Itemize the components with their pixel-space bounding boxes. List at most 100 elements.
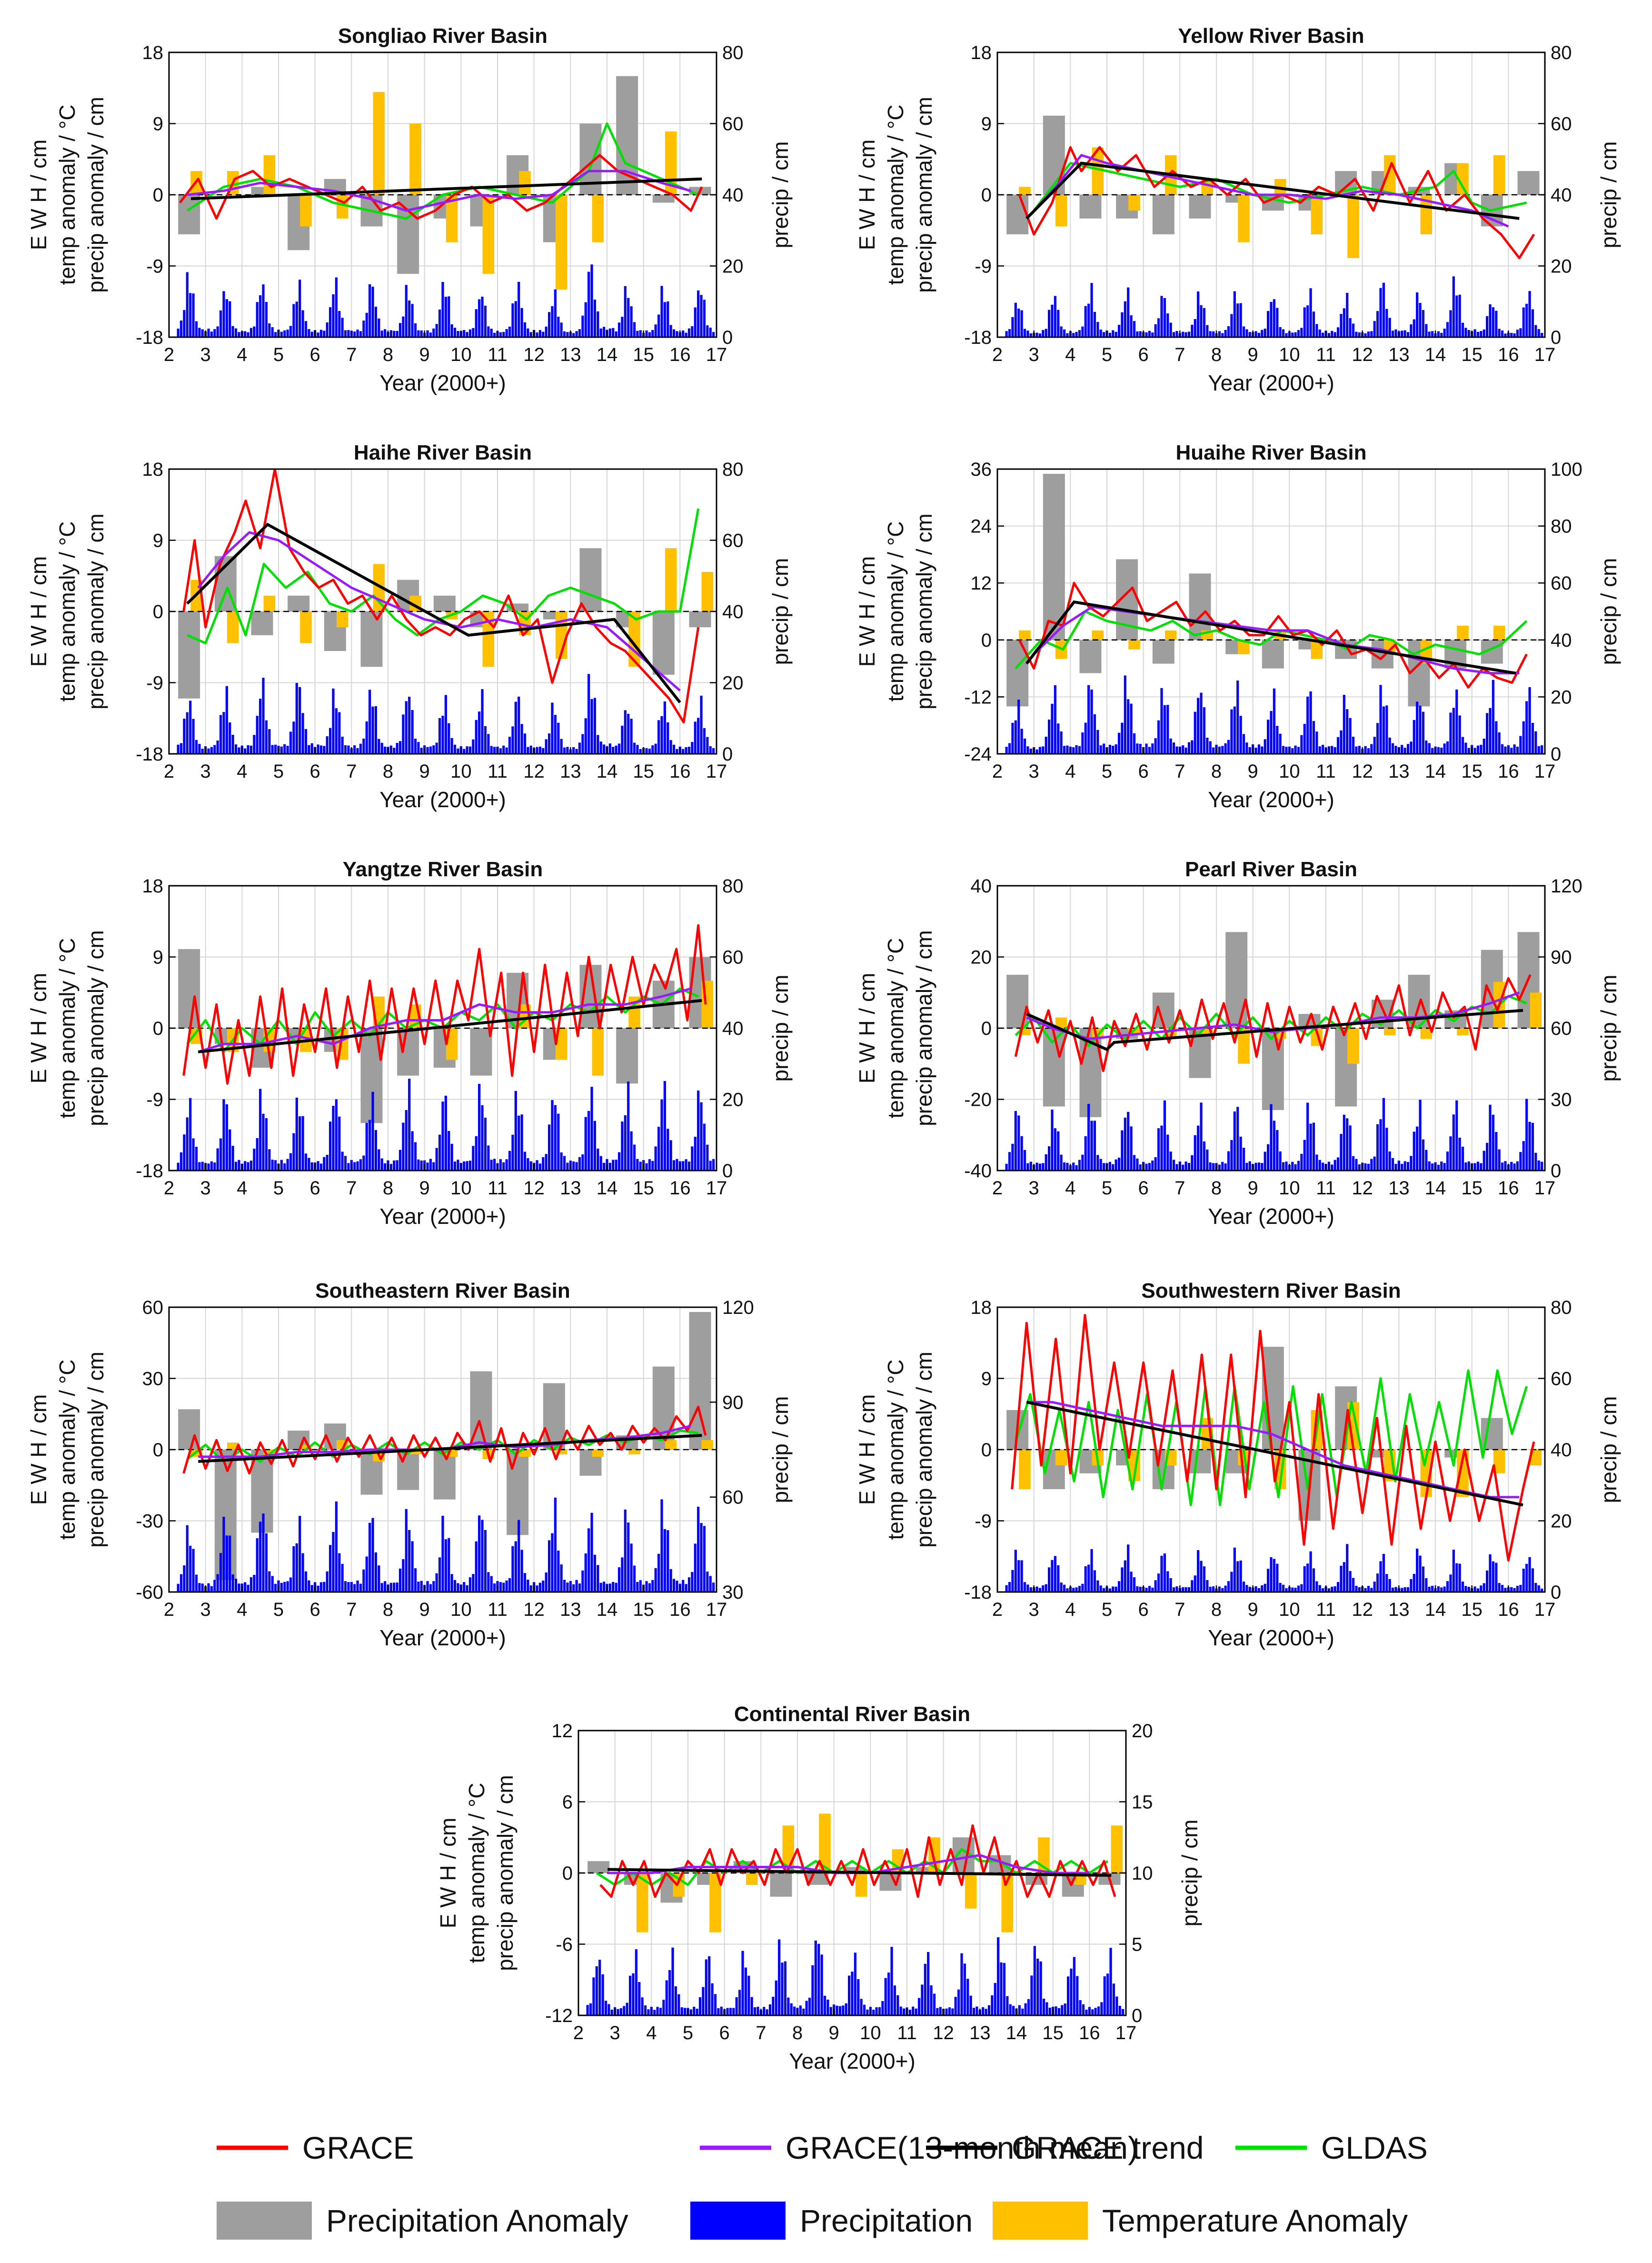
- precip-bar: [1081, 326, 1084, 337]
- precip-bar: [219, 1553, 222, 1592]
- grace-trend-line: [1026, 1401, 1523, 1507]
- precip-bar: [514, 1091, 517, 1171]
- precip-bar: [709, 1576, 712, 1592]
- precip-bar: [1017, 1115, 1020, 1171]
- precip-bar: [195, 740, 198, 754]
- precip-bar: [1166, 313, 1169, 337]
- precip-bar: [1294, 1588, 1297, 1592]
- x-tick-label: 5: [273, 1599, 284, 1620]
- precip-bar: [1127, 287, 1130, 337]
- y-right-tick-label: 60: [722, 1487, 744, 1508]
- precip-bar: [1136, 1586, 1139, 1592]
- precip-bar: [608, 1162, 611, 1171]
- precip-bar: [265, 1533, 268, 1592]
- temp-anomaly-bar: [263, 155, 276, 195]
- precip-bar: [1157, 318, 1160, 337]
- chart-panel: 2 3 4 5 6 7 8 9 10 11 12 13 14 15 16 17-24-120122436020…: [855, 441, 1621, 812]
- precip-anomaly-bar: [1262, 640, 1284, 669]
- precip-bar: [219, 310, 222, 337]
- precip-bar: [1030, 1975, 1033, 2015]
- precip-bar: [630, 719, 633, 754]
- precip-bar: [417, 330, 420, 337]
- y-left-tick-label: 18: [142, 42, 164, 63]
- precip-bar: [335, 277, 338, 337]
- precip-anomaly-bar: [1152, 640, 1174, 664]
- x-tick-label: 8: [1211, 1178, 1222, 1199]
- precip-bar: [1391, 330, 1394, 337]
- precip-bar: [271, 327, 274, 337]
- precip-bar: [359, 743, 362, 754]
- precip-bar: [1057, 723, 1060, 754]
- precip-bar: [994, 1983, 996, 2015]
- precip-bar: [502, 332, 505, 337]
- precip-bar: [295, 683, 298, 754]
- chart-title: Pearl River Basin: [1185, 858, 1357, 881]
- y-left-axis-label: E W H / cm: [436, 1818, 460, 1929]
- precip-bar: [697, 718, 700, 754]
- precip-bar: [703, 1123, 706, 1171]
- precip-bar: [262, 1513, 265, 1592]
- precip-bar: [1008, 329, 1011, 337]
- precip-bar: [301, 1553, 304, 1592]
- precip-bar: [982, 2007, 985, 2015]
- x-tick-label: 13: [560, 761, 581, 782]
- x-tick-label: 9: [1248, 761, 1258, 782]
- precip-bar: [1510, 748, 1513, 754]
- precip-bar: [557, 722, 560, 754]
- precip-bar: [1486, 1142, 1489, 1171]
- precip-bar: [1160, 688, 1163, 754]
- precip-bar: [308, 1580, 310, 1592]
- precip-bar: [1090, 689, 1093, 754]
- x-tick-label: 15: [633, 761, 654, 782]
- precip-bar: [189, 293, 192, 337]
- x-tick-label: 3: [200, 1178, 211, 1199]
- precip-bar: [523, 1152, 527, 1171]
- precip-bar: [884, 1978, 887, 2015]
- precip-bar: [396, 1582, 398, 1592]
- x-tick-label: 15: [633, 344, 654, 365]
- y-right-tick-label: 0: [1551, 1582, 1561, 1603]
- precip-bar: [1349, 318, 1352, 337]
- precip-bar: [490, 746, 493, 754]
- chart-title: Huaihe River Basin: [1175, 441, 1366, 464]
- precip-bar: [1340, 314, 1343, 337]
- precip-bar: [481, 689, 484, 754]
- x-tick-label: 15: [633, 1178, 654, 1199]
- precip-bar: [1315, 324, 1318, 337]
- precip-bar: [183, 1134, 186, 1171]
- precip-bar: [1218, 1164, 1221, 1171]
- precip-bar: [179, 743, 183, 754]
- y-left-tick-label: -12: [964, 687, 992, 708]
- precip-bar: [1525, 701, 1528, 754]
- precip-bar: [711, 1983, 714, 2015]
- precip-bar: [1403, 1161, 1406, 1171]
- precip-bar: [1492, 1561, 1494, 1592]
- precip-bar: [1072, 747, 1075, 754]
- y-left-axis-label: precip anomaly / cm: [912, 97, 936, 293]
- precip-bar: [259, 1089, 262, 1171]
- precip-bar: [1403, 1587, 1406, 1592]
- precip-bar: [468, 329, 472, 337]
- precip-bar: [1428, 743, 1431, 754]
- precip-bar: [991, 1995, 994, 2015]
- precip-bar: [472, 739, 475, 754]
- y-left-axis-label: temp anomaly / °C: [883, 521, 908, 702]
- x-tick-label: 17: [1115, 2023, 1137, 2043]
- y-left-tick-label: 9: [981, 114, 992, 135]
- precip-bar: [1440, 1162, 1443, 1171]
- x-tick-label: 5: [273, 1178, 284, 1199]
- precip-bar: [554, 1105, 557, 1171]
- precip-bar: [444, 1539, 447, 1592]
- precip-bar: [414, 323, 417, 337]
- precip-bar: [1121, 1130, 1124, 1171]
- precip-bar: [599, 328, 602, 337]
- precip-bar: [1166, 1134, 1169, 1171]
- x-tick-label: 12: [523, 344, 545, 365]
- precip-bar: [1048, 2007, 1051, 2015]
- precip-bar: [244, 1582, 247, 1592]
- precip-bar: [587, 271, 590, 337]
- precip-bar: [1327, 1162, 1330, 1171]
- y-right-tick-label: 100: [1551, 459, 1582, 480]
- precip-bar: [1519, 328, 1522, 337]
- precip-bar: [487, 734, 490, 754]
